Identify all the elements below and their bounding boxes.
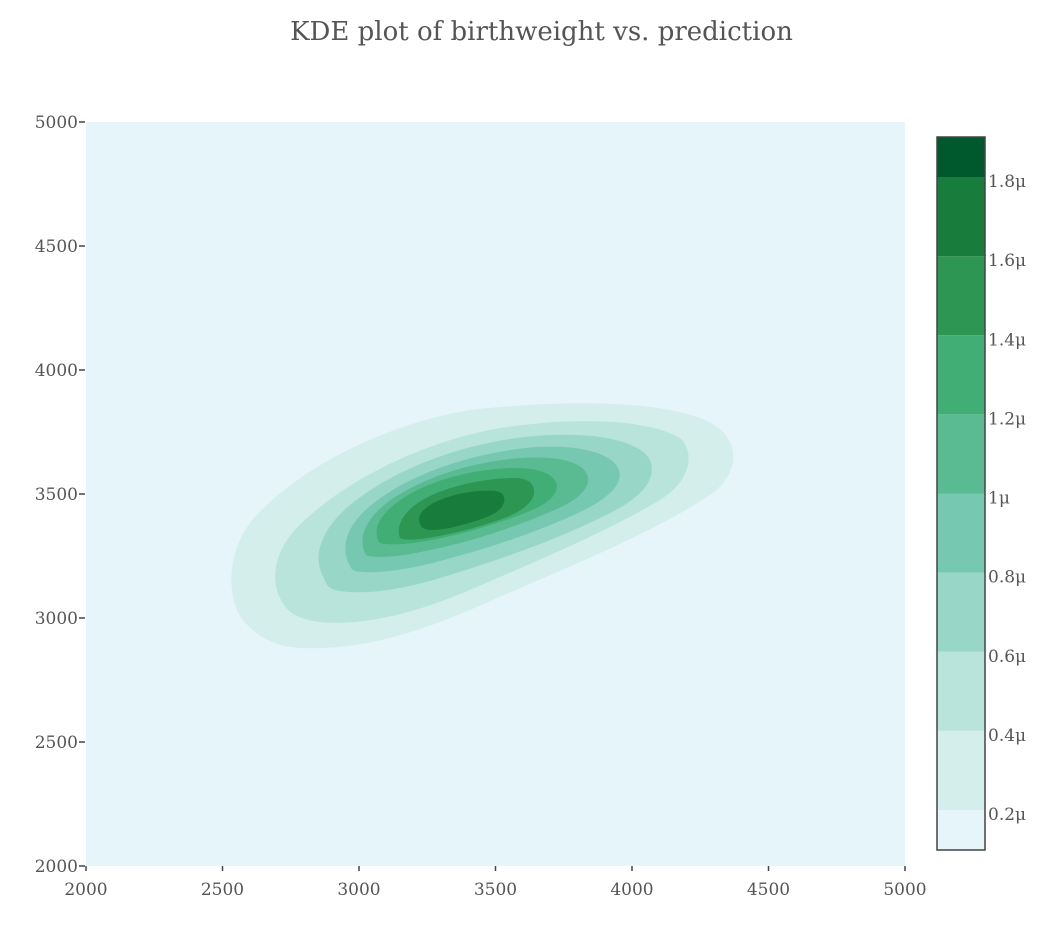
colorbar-tick-label: 1.8μ bbox=[988, 172, 1026, 192]
colorbar-tick-label: 0.8μ bbox=[988, 568, 1026, 588]
colorbar-band-1.8 bbox=[937, 137, 985, 177]
colorbar-outline bbox=[936, 136, 986, 851]
x-tick-label: 4000 bbox=[610, 880, 653, 900]
colorbar-tick-label: 0.4μ bbox=[988, 726, 1026, 746]
colorbar-tick-label: 0.6μ bbox=[988, 647, 1026, 667]
colorbar-tick-label: 1.2μ bbox=[988, 409, 1026, 429]
x-axis: 2000 2500 3000 3500 4000 4500 5000 bbox=[64, 866, 927, 900]
colorbar-band-0 bbox=[937, 810, 985, 850]
x-tick-label: 3500 bbox=[474, 880, 517, 900]
y-tick-label: 3000 bbox=[35, 609, 78, 629]
y-tick-label: 2500 bbox=[35, 733, 78, 753]
colorbar-tick-label: 1.6μ bbox=[988, 251, 1026, 271]
chart-title: KDE plot of birthweight vs. prediction bbox=[290, 17, 793, 47]
colorbar-band-1 bbox=[937, 414, 985, 494]
colorbar-tick-label: 1.4μ bbox=[988, 330, 1026, 350]
x-tick-label: 2000 bbox=[64, 880, 107, 900]
y-tick-label: 2000 bbox=[35, 857, 78, 877]
colorbar-band-0.8 bbox=[937, 493, 985, 573]
colorbar-band-1.6 bbox=[937, 177, 985, 257]
contour-layer bbox=[231, 403, 734, 649]
x-tick-label: 4500 bbox=[747, 880, 790, 900]
colorbar: 0.2μ 0.4μ 0.6μ 0.8μ 1μ 1.2μ 1.4μ 1.6μ 1.8μ bbox=[936, 136, 1026, 851]
colorbar-band-1.4 bbox=[937, 256, 985, 336]
y-tick-label: 4000 bbox=[35, 361, 78, 381]
y-axis: 2000 2500 3000 3500 4000 4500 5000 bbox=[35, 113, 85, 877]
colorbar-band-0.2 bbox=[937, 730, 985, 810]
x-tick-label: 5000 bbox=[883, 880, 926, 900]
contour-band-1.6 bbox=[419, 490, 505, 530]
colorbar-tick-label: 1μ bbox=[988, 489, 1010, 509]
colorbar-band-0.4 bbox=[937, 651, 985, 731]
colorbar-tick-label: 0.2μ bbox=[988, 805, 1026, 825]
colorbar-band-1.2 bbox=[937, 335, 985, 415]
y-tick-label: 5000 bbox=[35, 113, 78, 133]
x-tick-label: 2500 bbox=[201, 880, 244, 900]
y-tick-label: 4500 bbox=[35, 237, 78, 257]
x-tick-label: 3000 bbox=[337, 880, 380, 900]
y-tick-label: 3500 bbox=[35, 485, 78, 505]
colorbar-band-0.6 bbox=[937, 572, 985, 652]
